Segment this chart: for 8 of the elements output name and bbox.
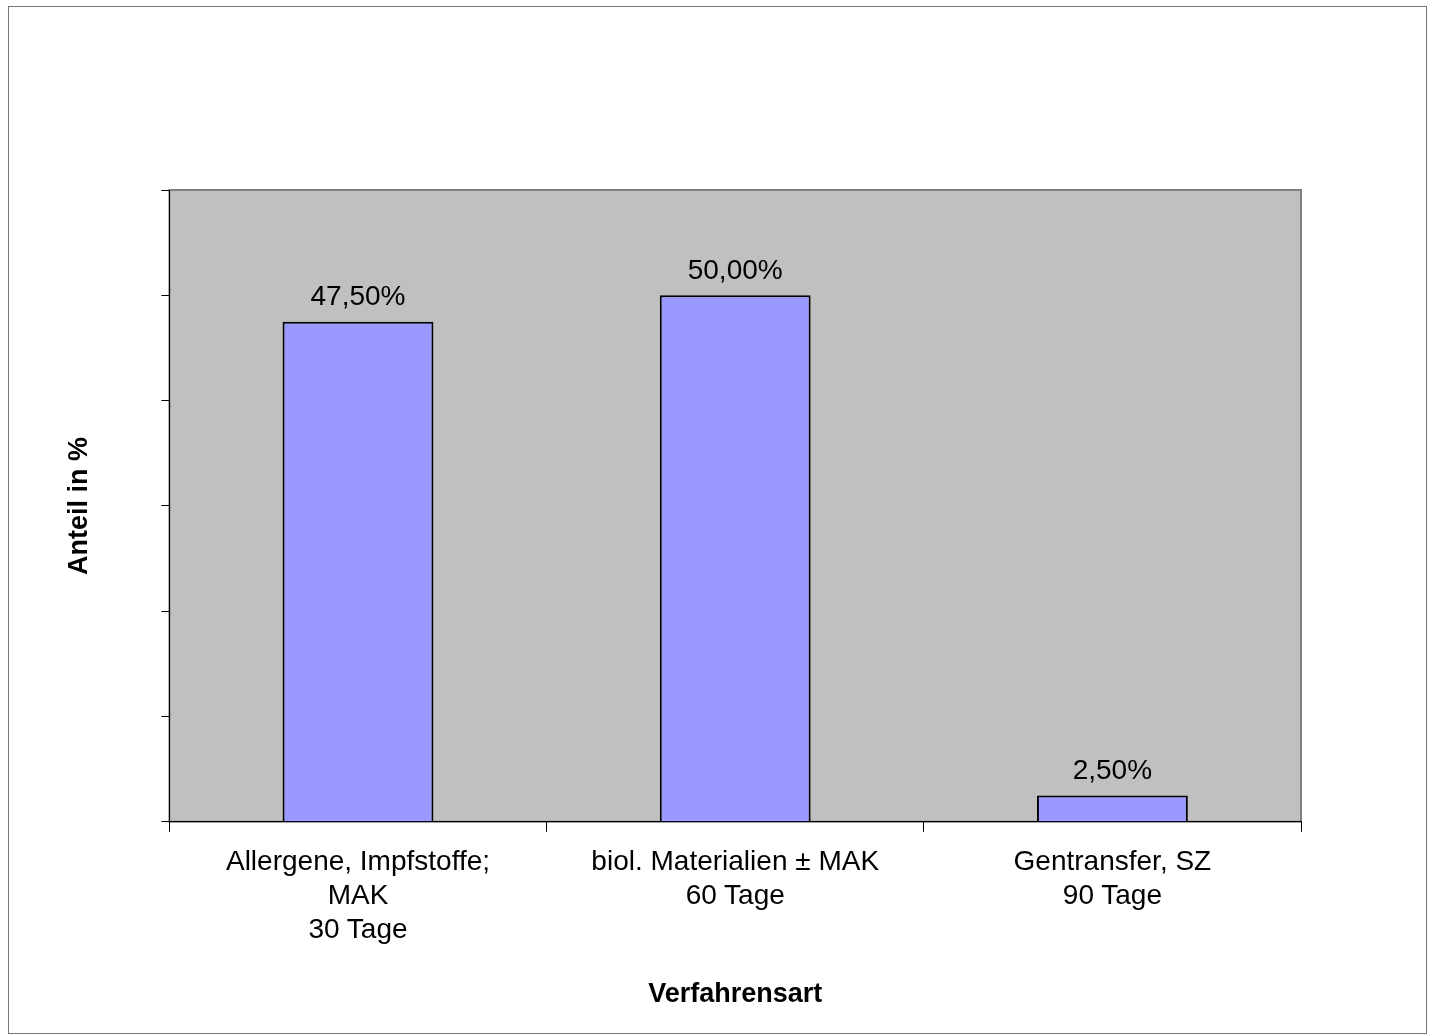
data-label: 2,50% bbox=[1072, 754, 1153, 786]
data-label: 50,00% bbox=[687, 254, 783, 286]
x-tick-label: biol. Materialien ± MAK 60 Tage bbox=[591, 845, 880, 910]
x-tick-label: Allergene, Impfstoffe; MAK 30 Tage bbox=[225, 845, 491, 944]
x-axis-title: Verfahrensart bbox=[648, 978, 823, 1009]
x-tick-label: Gentransfer, SZ 90 Tage bbox=[1013, 845, 1212, 910]
data-label: 47,50% bbox=[310, 280, 406, 312]
y-axis-title: Anteil in % bbox=[62, 436, 93, 575]
